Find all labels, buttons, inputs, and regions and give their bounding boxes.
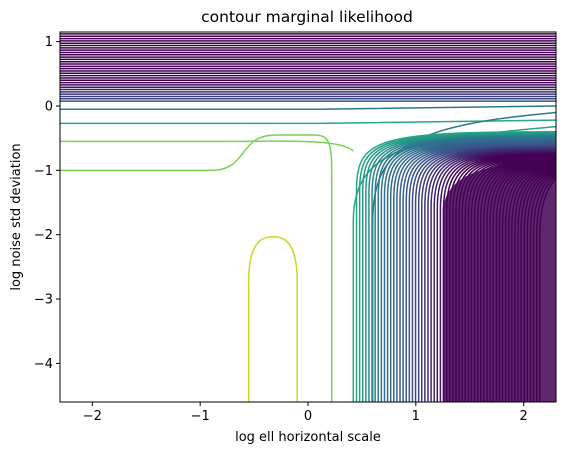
- contour-line-fan: [402, 142, 556, 402]
- contour-line-fan: [414, 145, 556, 402]
- y-axis-label: log noise std deviation: [9, 143, 24, 290]
- y-tick-label: −1: [34, 164, 53, 179]
- contour-line-fan: [365, 133, 556, 402]
- contour-line-fan: [389, 139, 556, 402]
- contour-line-level: [60, 105, 556, 110]
- contour-line-fan: [430, 149, 556, 402]
- plot-area: [60, 33, 556, 402]
- x-tick-label: 1: [412, 409, 420, 424]
- contour-line-fan: [411, 144, 556, 402]
- contour-line-fan: [417, 146, 556, 402]
- contour-line-fan: [355, 130, 556, 402]
- contour-line-fan: [405, 143, 556, 402]
- y-tick-label: −4: [34, 357, 53, 372]
- contour-line-fan: [399, 141, 556, 402]
- contour-line-fan: [386, 138, 556, 402]
- contour-line-level: [60, 140, 354, 152]
- contour-line-fan: [368, 134, 556, 402]
- contour-line-fan: [393, 140, 556, 402]
- x-tick-label: 0: [304, 409, 312, 424]
- y-tick-label: −3: [34, 293, 53, 308]
- contour-line-fan: [383, 137, 556, 402]
- contour-line-level: [60, 134, 333, 402]
- x-axis: −2 −1 0 1 2: [83, 402, 528, 424]
- y-tick-label: 0: [45, 100, 53, 115]
- y-tick-label: 1: [45, 35, 53, 50]
- contour-line-fan: [439, 151, 556, 402]
- contour-line-level: [60, 119, 556, 125]
- contour-line-fan: [442, 152, 556, 402]
- x-axis-label: log ell horizontal scale: [235, 430, 381, 445]
- contour-line-fan: [433, 150, 556, 402]
- contour-line-fan: [374, 135, 556, 402]
- contour-line-fan: [377, 136, 556, 402]
- y-tick-label: −2: [34, 228, 53, 243]
- contour-line-fan: [427, 148, 556, 402]
- x-tick-label: −2: [83, 409, 102, 424]
- y-axis: −4 −3 −2 −1 0 1: [34, 35, 60, 372]
- contour-line-fan: [396, 140, 556, 402]
- contour-line-fan: [371, 134, 556, 402]
- x-tick-label: −1: [191, 409, 210, 424]
- contour-line-fan: [380, 137, 556, 402]
- contour-line-fan: [424, 147, 556, 402]
- chart-title: contour marginal likelihood: [201, 8, 413, 26]
- contour-line-fan: [436, 150, 556, 402]
- contour-line-fan: [361, 132, 556, 402]
- dense-contour-region: [442, 160, 556, 402]
- contour-line-fan: [421, 147, 556, 402]
- contour-line-fan: [408, 143, 556, 402]
- contour-line-fan: [358, 131, 556, 402]
- x-tick-label: 2: [520, 409, 528, 424]
- contour-line-level: [247, 235, 298, 402]
